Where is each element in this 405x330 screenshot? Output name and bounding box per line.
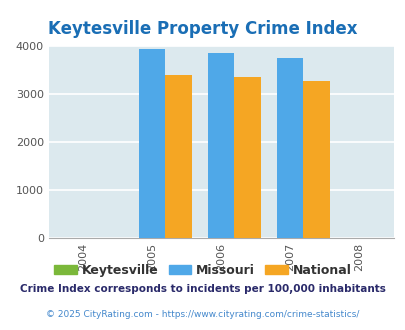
Bar [277, 58, 303, 238]
Text: © 2025 CityRating.com - https://www.cityrating.com/crime-statistics/: © 2025 CityRating.com - https://www.city… [46, 310, 359, 319]
Bar [303, 81, 329, 238]
Bar [234, 77, 260, 238]
Legend: Keytesville, Missouri, National: Keytesville, Missouri, National [49, 259, 356, 282]
Bar [139, 49, 165, 238]
Text: Crime Index corresponds to incidents per 100,000 inhabitants: Crime Index corresponds to incidents per… [20, 284, 385, 294]
Bar [165, 75, 191, 238]
Text: Keytesville Property Crime Index: Keytesville Property Crime Index [48, 20, 357, 38]
Bar [208, 53, 234, 238]
